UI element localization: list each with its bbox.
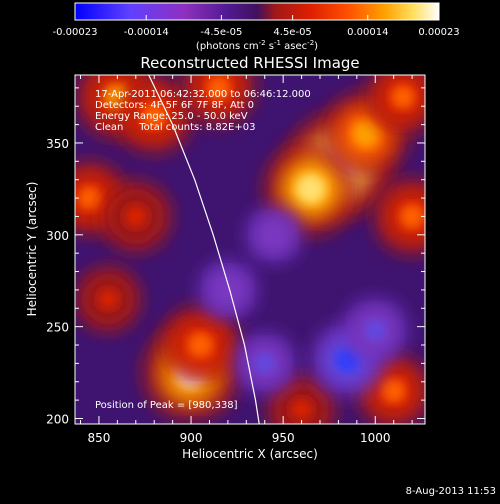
heatmap-blobs (75, 75, 425, 424)
heatmap-blob-core (218, 280, 238, 300)
heatmap-blob-core (97, 288, 119, 310)
x-tick-label: 950 (272, 431, 295, 445)
colorbar-tick-label: -4.5e-05 (200, 27, 242, 38)
heatmap-image (75, 75, 425, 424)
annotation-peak-position: Position of Peak = [980,338] (95, 400, 238, 411)
annotations: 17-Apr-2011 06:42:32.000 to 06:46:12.000… (95, 89, 311, 411)
colorbar-tick-label: -0.00023 (53, 27, 98, 38)
solar-limb-line (148, 75, 260, 424)
x-axis-label: Heliocentric X (arcsec) (182, 447, 318, 461)
heatmap-blob-core (391, 85, 415, 109)
colorbar-ticks: -0.00023 -0.00014 -4.5e-05 4.5e-05 0.00014 0.… (53, 15, 460, 38)
x-tick-label: 850 (87, 431, 110, 445)
plot-frame (74, 74, 426, 425)
heatmap-blob-core (364, 319, 386, 341)
heatmap-blob-core (264, 225, 284, 244)
y-axis-label: Heliocentric Y (arcsec) (25, 182, 39, 317)
heatmap-blob-core (399, 204, 425, 229)
heatmap-blob-core (290, 398, 313, 421)
colorbar-gradient (74, 2, 440, 21)
heatmap-blob-core (141, 103, 167, 128)
y-tick-label: 350 (46, 137, 69, 151)
x-tick-label: 1000 (360, 431, 391, 445)
annotation-clean-counts: Clean Total counts: 8.82E+03 (95, 122, 255, 133)
heatmap-blob-core (381, 379, 406, 403)
heatmap-blob-core (295, 173, 326, 204)
heatmap-blob-core (77, 186, 102, 210)
heatmap-blob-core (124, 205, 148, 228)
x-tick-label: 900 (180, 431, 203, 445)
y-tick-label: 250 (46, 321, 69, 335)
colorbar-tick-label: 0.00014 (347, 27, 388, 38)
annotation-time-range: 17-Apr-2011 06:42:32.000 to 06:46:12.000 (95, 89, 311, 100)
heatmap-blob-core (187, 332, 213, 358)
heatmap-blob-core (352, 120, 380, 148)
chart-title: Reconstructed RHESSI Image (140, 54, 359, 72)
heatmap-blob-core (254, 353, 275, 374)
annotation-detectors: Detectors: 4F 5F 6F 7F 8F, Att 0 (95, 100, 254, 111)
colorbar-units: (photons cm-2 s-1 asec-2) (196, 39, 318, 52)
axis-ticks: 850 900 950 1000 200 250 300 350 (46, 75, 425, 445)
timestamp: 8-Aug-2013 11:53 (405, 486, 496, 497)
colorbar-tick-label: 0.00023 (418, 27, 459, 38)
y-tick-label: 300 (46, 229, 69, 243)
annotation-energy-range: Energy Range: 25.0 - 50.0 keV (95, 111, 248, 122)
colorbar-tick-label: -0.00014 (124, 27, 169, 38)
colorbar-tick-label: 4.5e-05 (273, 27, 311, 38)
y-tick-label: 200 (46, 412, 69, 426)
colorbar: -0.00023 -0.00014 -4.5e-05 4.5e-05 0.00014 0.… (53, 2, 460, 52)
heatmap-blob-core (206, 76, 231, 100)
